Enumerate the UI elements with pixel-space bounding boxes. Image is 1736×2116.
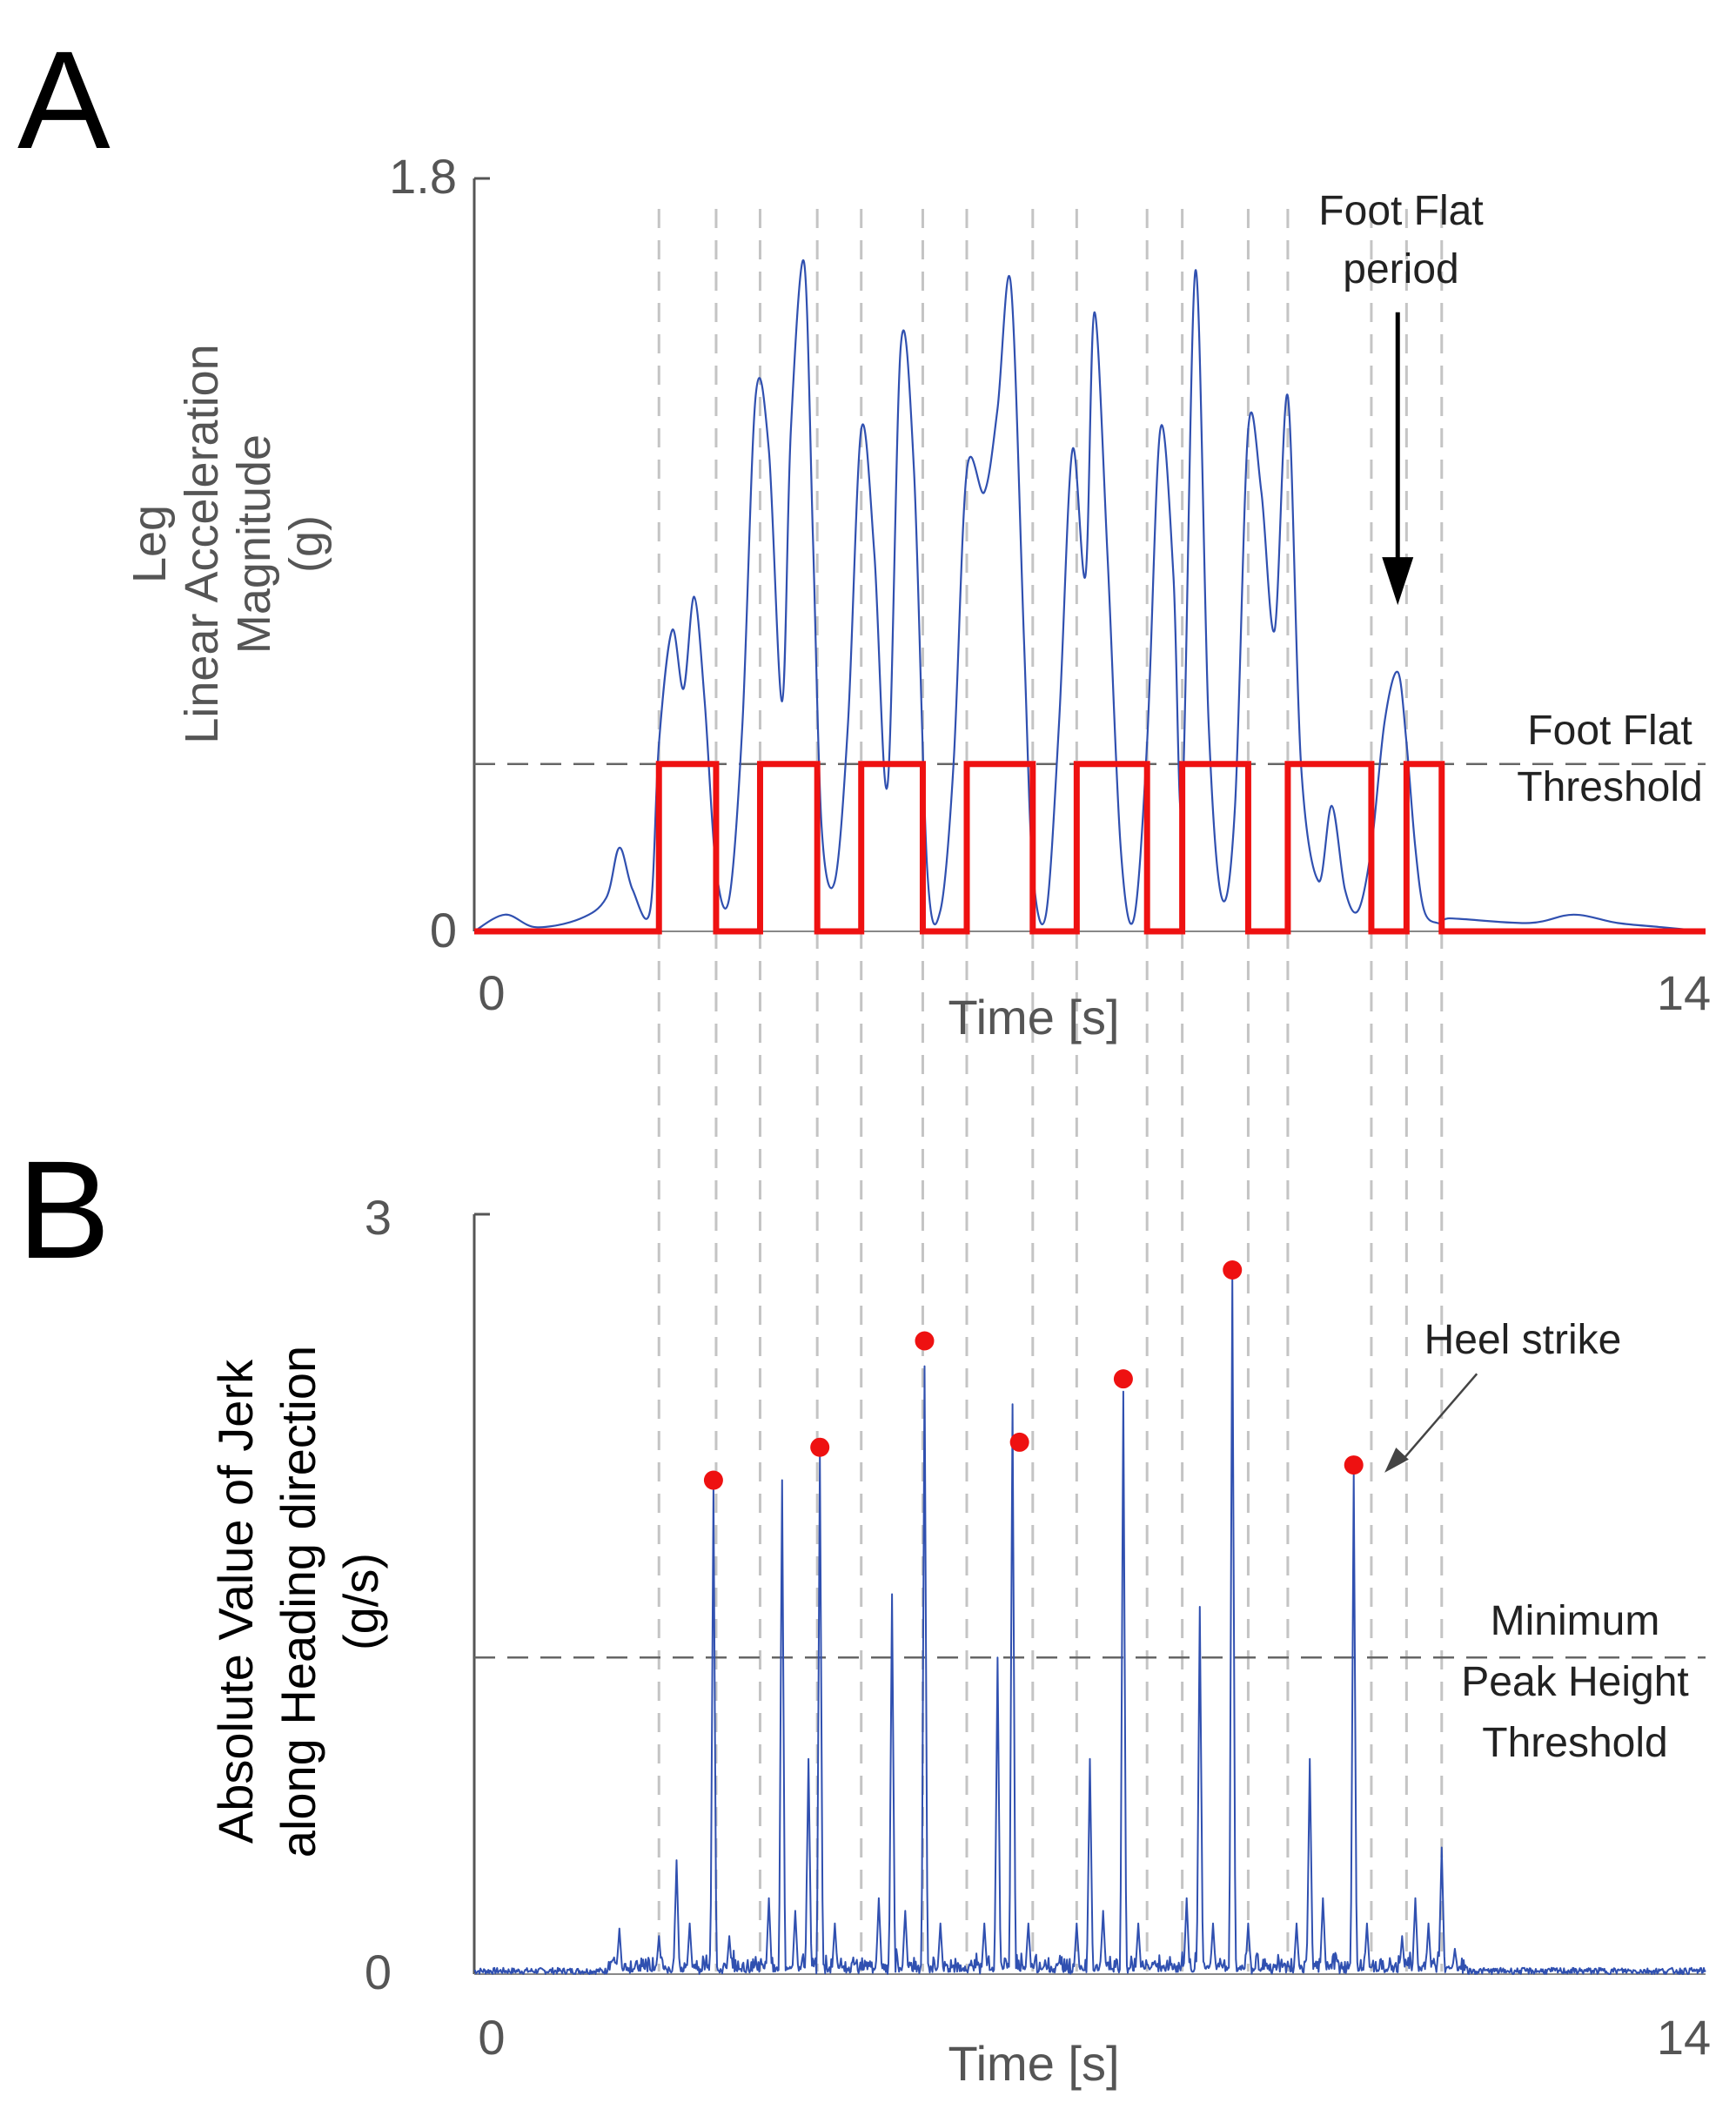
- panel-b-ytick-min: 0: [365, 1945, 392, 1999]
- foot-flat-period-label-line-2: period: [1343, 246, 1458, 292]
- heel-strike-marker-7: [1344, 1455, 1364, 1475]
- panel-a-xlabel: Time [s]: [948, 990, 1119, 1045]
- heel-strike-arrow-head: [1384, 1448, 1409, 1473]
- panel-a-ytick-min: 0: [430, 903, 457, 957]
- panel-a-ylabel: Leg Linear Acceleration Magnitude (g): [124, 344, 332, 743]
- foot-flat-threshold-label-line-1: Foot Flat: [1527, 708, 1692, 754]
- panel-b-xtick-max: 14: [1657, 2010, 1711, 2065]
- panel-a-ytick-max: 1.8: [389, 149, 457, 204]
- panel-b-xtick-min: 0: [478, 2010, 505, 2065]
- foot-flat-period-label-line-1: Foot Flat: [1318, 188, 1483, 234]
- heel-strike-marker-3: [915, 1331, 935, 1351]
- min-peak-threshold-label-line-2: Peak Height: [1461, 1659, 1689, 1705]
- heel-strike-marker-6: [1223, 1260, 1243, 1280]
- panel-b-axes: [473, 1213, 1706, 1975]
- heel-strike-label: Heel strike: [1424, 1317, 1622, 1363]
- min-peak-threshold-label-line-3: Threshold: [1482, 1720, 1667, 1766]
- heel-strike-arrow-shaft: [1403, 1373, 1478, 1460]
- panel-b-ylabel-line-2: along Heading direction: [271, 1346, 325, 1857]
- panel-b-label: B: [17, 1132, 111, 1287]
- panel-b-ylabel-line-1: Absolute Value of Jerk: [208, 1359, 263, 1844]
- panel-b-ylabel: Absolute Value of Jerk along Heading dir…: [208, 1346, 388, 1857]
- panel-a-axes: [473, 177, 1706, 935]
- panel-a-xtick-min: 0: [478, 965, 505, 1020]
- heel-strike-marker-2: [810, 1437, 830, 1457]
- panel-b-chart: 3 0 0 14 Time [s] Absolute Value of Jerk…: [208, 1190, 1711, 2091]
- panel-a-ylabel-line-3: Magnitude: [228, 434, 280, 654]
- panel-a-xtick-max: 14: [1657, 965, 1711, 1020]
- heel-strike-marker-4: [1009, 1432, 1029, 1452]
- jerk-signal-line: [473, 1276, 1706, 1975]
- panel-a-ylabel-line-4: (g): [280, 515, 332, 573]
- panel-b-xlabel: Time [s]: [948, 2036, 1119, 2091]
- event-lines: [657, 209, 1444, 1972]
- foot-flat-arrow-head: [1382, 557, 1414, 606]
- heel-strike-marker-1: [703, 1470, 723, 1490]
- panel-a-chart: 1.8 0 0 14 Time [s] Leg Linear Accelerat…: [124, 149, 1711, 1045]
- heel-strike-marker-5: [1113, 1369, 1133, 1389]
- panel-a-ylabel-line-1: Leg: [124, 505, 176, 583]
- foot-flat-step-signal: [474, 761, 1706, 935]
- panel-b-ylabel-line-3: (g/s): [333, 1553, 388, 1650]
- min-peak-threshold-label-line-1: Minimum: [1491, 1598, 1660, 1644]
- foot-flat-threshold-label-line-2: Threshold: [1517, 764, 1702, 810]
- panel-a-ylabel-line-2: Linear Acceleration: [176, 344, 228, 743]
- panel-b-ytick-max: 3: [365, 1190, 392, 1245]
- panel-a-label: A: [17, 22, 111, 178]
